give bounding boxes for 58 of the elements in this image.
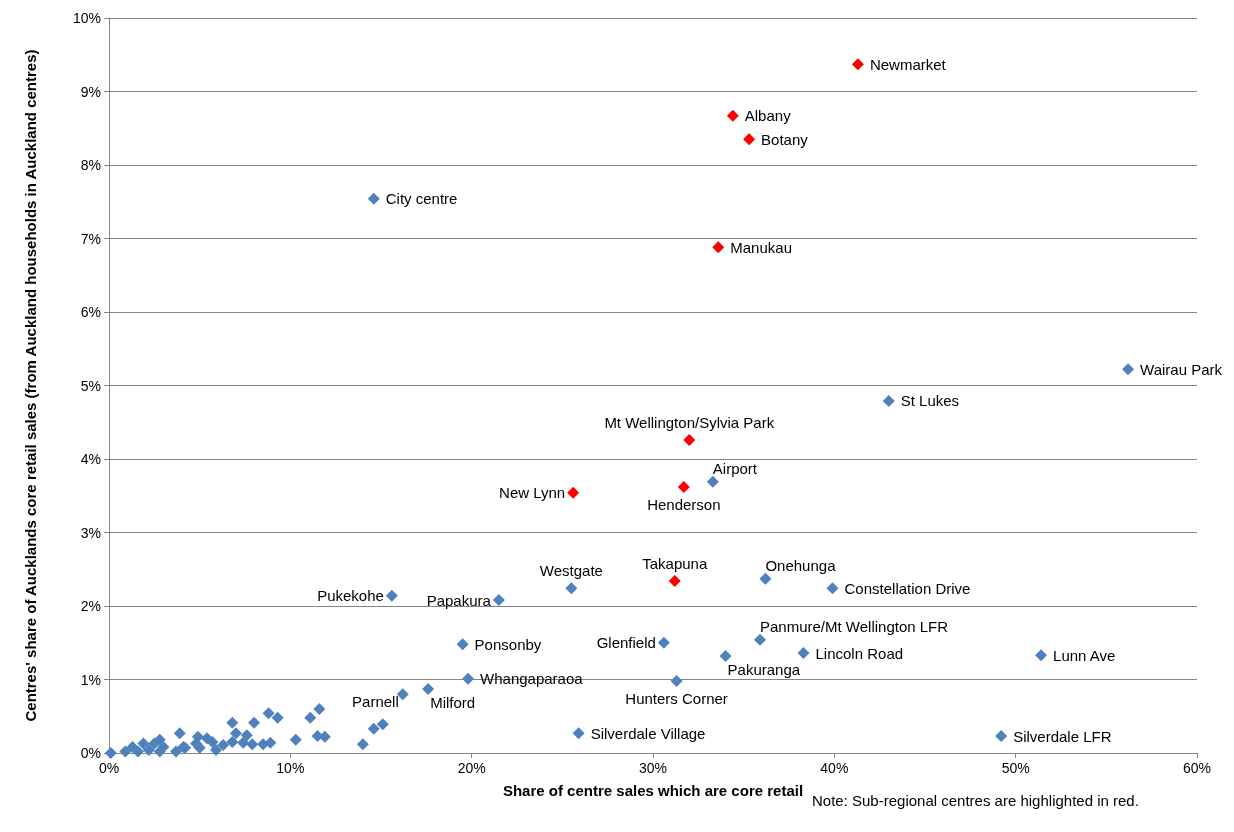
annotation: Hunters Corner	[625, 689, 728, 707]
point	[726, 109, 739, 122]
annotation: City centre	[385, 190, 458, 208]
y-tick-label: 0%	[80, 745, 101, 761]
annotation: Pukekohe	[317, 587, 384, 605]
annotation: Airport	[712, 459, 758, 477]
y-tick-label: 1%	[80, 671, 101, 688]
annotation: Parnell	[352, 693, 399, 711]
annotation: Westgate	[539, 562, 603, 580]
annotation: Papakura	[426, 591, 492, 609]
y-tick-label: 8%	[80, 157, 101, 173]
point	[567, 486, 580, 499]
y-tick-label: 7%	[80, 230, 101, 247]
y-tick-label: 2%	[80, 598, 101, 614]
annotation: Ponsonby	[474, 635, 542, 653]
annotation: Albany	[744, 107, 792, 125]
x-axis-title: Share of centre sales which are core retail	[502, 782, 804, 799]
y-tick-label: 4%	[80, 451, 101, 467]
annotation: Pakuranga	[727, 660, 801, 678]
annotation: Lincoln Road	[815, 644, 904, 662]
y-tick-label: 9%	[80, 83, 101, 100]
annotation: Mt Wellington/Sylvia Park	[604, 413, 775, 431]
annotation: Milford	[430, 694, 476, 712]
y-tick-label: 6%	[80, 304, 101, 320]
y-tick-label: 5%	[80, 377, 101, 394]
annotation: Constellation Drive	[844, 579, 971, 597]
annotation: St Lukes	[900, 392, 960, 410]
point	[668, 575, 681, 588]
annotation: Lunn Ave	[1053, 646, 1116, 664]
y-tick-label: 10%	[72, 10, 101, 26]
point	[677, 480, 690, 493]
annotation: Panmure/Mt Wellington LFR	[759, 617, 949, 635]
text: Note: Sub-regional centres are highlighted in red.	[812, 791, 1139, 809]
annotation: Henderson	[647, 495, 721, 513]
annotation: Wairau Park	[1140, 360, 1223, 378]
x-tick-label: 20%	[457, 760, 486, 776]
point	[743, 133, 756, 146]
point	[683, 433, 696, 446]
annotation: Silverdale LFR	[1013, 727, 1112, 745]
x-tick-label: 50%	[1001, 760, 1030, 776]
x-tick-label: 60%	[1182, 760, 1212, 776]
annotation: Newmarket	[869, 55, 947, 73]
point	[851, 58, 864, 71]
annotation: Botany	[761, 130, 809, 148]
annotation: New Lynn	[499, 484, 566, 502]
annotation: Glenfield	[596, 634, 656, 652]
annotation: Whangaparaoa	[480, 670, 584, 688]
y-axis-title: Centres' share of Aucklands core retail sales (from Auckland households in Auckland centres)	[21, 49, 39, 722]
x-tick-label: 10%	[276, 760, 305, 776]
y-tick-label: 3%	[80, 524, 101, 541]
annotation: Silverdale Village	[590, 724, 706, 742]
annotation: Manukau	[730, 238, 792, 256]
annotation: Takapuna	[642, 555, 708, 573]
x-tick-label: 0%	[98, 760, 120, 776]
point	[712, 241, 725, 254]
x-tick-label: 40%	[820, 760, 849, 776]
x-tick-label: 30%	[638, 760, 668, 776]
annotation: Onehunga	[765, 556, 837, 574]
